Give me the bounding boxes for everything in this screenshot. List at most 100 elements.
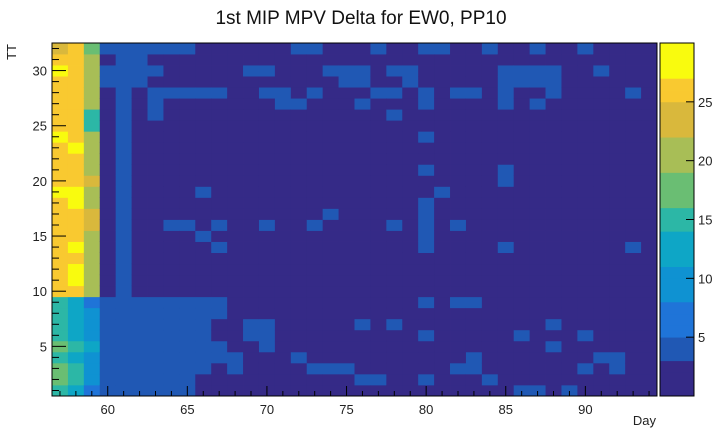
heatmap-cell <box>99 175 117 187</box>
heatmap-cell <box>609 230 626 242</box>
heatmap-cell <box>163 307 180 320</box>
colorbar: 5 10 15 20 25 <box>659 42 712 397</box>
heatmap-cell <box>290 109 308 121</box>
heatmap-cell <box>67 285 85 298</box>
heatmap-cell <box>465 65 483 77</box>
heatmap-cell <box>258 175 276 187</box>
heatmap-cell <box>497 285 515 298</box>
heatmap-cell <box>179 252 196 265</box>
heatmap-cell <box>402 186 419 198</box>
heatmap-cell <box>529 230 546 242</box>
heatmap-cell <box>497 230 515 242</box>
heatmap-cell <box>211 384 228 397</box>
heatmap-cell <box>99 219 117 231</box>
heatmap-cell <box>402 65 419 77</box>
heatmap-cell <box>513 43 531 55</box>
heatmap-cell <box>306 362 324 375</box>
heatmap-cell <box>354 164 371 176</box>
heatmap-cell <box>258 153 276 165</box>
heatmap-cell <box>99 109 117 121</box>
heatmap-cell <box>593 340 610 353</box>
chart-title: 1st MIP MPV Delta for EW0, PP10 <box>215 8 506 29</box>
heatmap-cell <box>67 384 85 397</box>
heatmap-cell <box>641 274 658 287</box>
heatmap-cell <box>115 76 132 88</box>
heatmap-cell <box>593 76 610 88</box>
heatmap-cell <box>67 120 85 132</box>
heatmap-cell <box>83 76 101 88</box>
heatmap-cells <box>52 43 658 397</box>
heatmap-cell <box>561 109 578 121</box>
heatmap-cell <box>163 186 180 198</box>
colorbar-swatch <box>660 172 694 185</box>
heatmap-cell <box>354 230 371 242</box>
heatmap-cell <box>609 340 626 353</box>
heatmap-cell <box>179 76 196 88</box>
heatmap-cell <box>513 362 531 375</box>
heatmap-cell <box>99 186 117 198</box>
heatmap-cell <box>386 384 403 397</box>
heatmap-cell <box>593 318 610 331</box>
heatmap-cell <box>147 263 164 276</box>
heatmap-cell <box>402 263 419 276</box>
heatmap-cell <box>641 230 658 242</box>
heatmap-cell <box>450 87 467 99</box>
heatmap-cell <box>243 164 260 176</box>
heatmap-cell <box>465 109 483 121</box>
heatmap-cell <box>354 87 371 99</box>
heatmap-cell <box>450 76 467 88</box>
heatmap-cell <box>99 263 117 276</box>
heatmap-cell <box>434 307 451 320</box>
heatmap-cell <box>290 274 308 287</box>
heatmap-cell <box>322 153 339 165</box>
heatmap-cell <box>418 65 435 77</box>
heatmap-cell <box>402 142 419 154</box>
heatmap-cell <box>67 362 85 375</box>
heatmap-cell <box>147 54 164 66</box>
heatmap-cell <box>434 175 451 187</box>
heatmap-cell <box>434 384 451 397</box>
heatmap-cell <box>99 131 117 143</box>
heatmap-cell <box>274 65 292 77</box>
heatmap-cell <box>434 109 451 121</box>
heatmap-cell <box>402 98 419 110</box>
heatmap-cell <box>227 252 244 265</box>
heatmap-cell <box>577 340 594 353</box>
heatmap-cell <box>163 109 180 121</box>
heatmap-cell <box>131 307 148 320</box>
heatmap-cell <box>561 219 578 231</box>
heatmap-cell <box>115 131 132 143</box>
colorbar-swatch <box>660 66 694 79</box>
heatmap-cell <box>418 175 435 187</box>
heatmap-cell <box>290 296 308 309</box>
heatmap-cell <box>497 76 515 88</box>
heatmap-cell <box>450 208 467 220</box>
heatmap-cell <box>243 219 260 231</box>
heatmap-cell <box>545 43 562 55</box>
heatmap-cell <box>513 109 531 121</box>
heatmap-cell <box>131 384 148 397</box>
heatmap-cell <box>481 76 499 88</box>
heatmap-cell <box>402 296 419 309</box>
heatmap-cell <box>306 296 324 309</box>
heatmap-cell <box>386 175 403 187</box>
heatmap-cell <box>513 120 531 132</box>
heatmap-cell <box>338 241 355 253</box>
heatmap-cell <box>465 164 483 176</box>
heatmap-cell <box>306 197 324 209</box>
heatmap-cell <box>227 87 244 99</box>
heatmap-cell <box>290 219 308 231</box>
heatmap-cell <box>561 373 578 386</box>
heatmap-cell <box>338 318 355 331</box>
heatmap-cell <box>274 98 292 110</box>
heatmap-cell <box>513 208 531 220</box>
heatmap-cell <box>258 362 276 375</box>
heatmap-cell <box>115 230 132 242</box>
heatmap-cell <box>306 186 324 198</box>
heatmap-cell <box>179 351 196 364</box>
heatmap-cell <box>465 186 483 198</box>
heatmap-cell <box>402 307 419 320</box>
heatmap-cell <box>258 263 276 276</box>
heatmap-cell <box>593 164 610 176</box>
heatmap-cell <box>227 351 244 364</box>
